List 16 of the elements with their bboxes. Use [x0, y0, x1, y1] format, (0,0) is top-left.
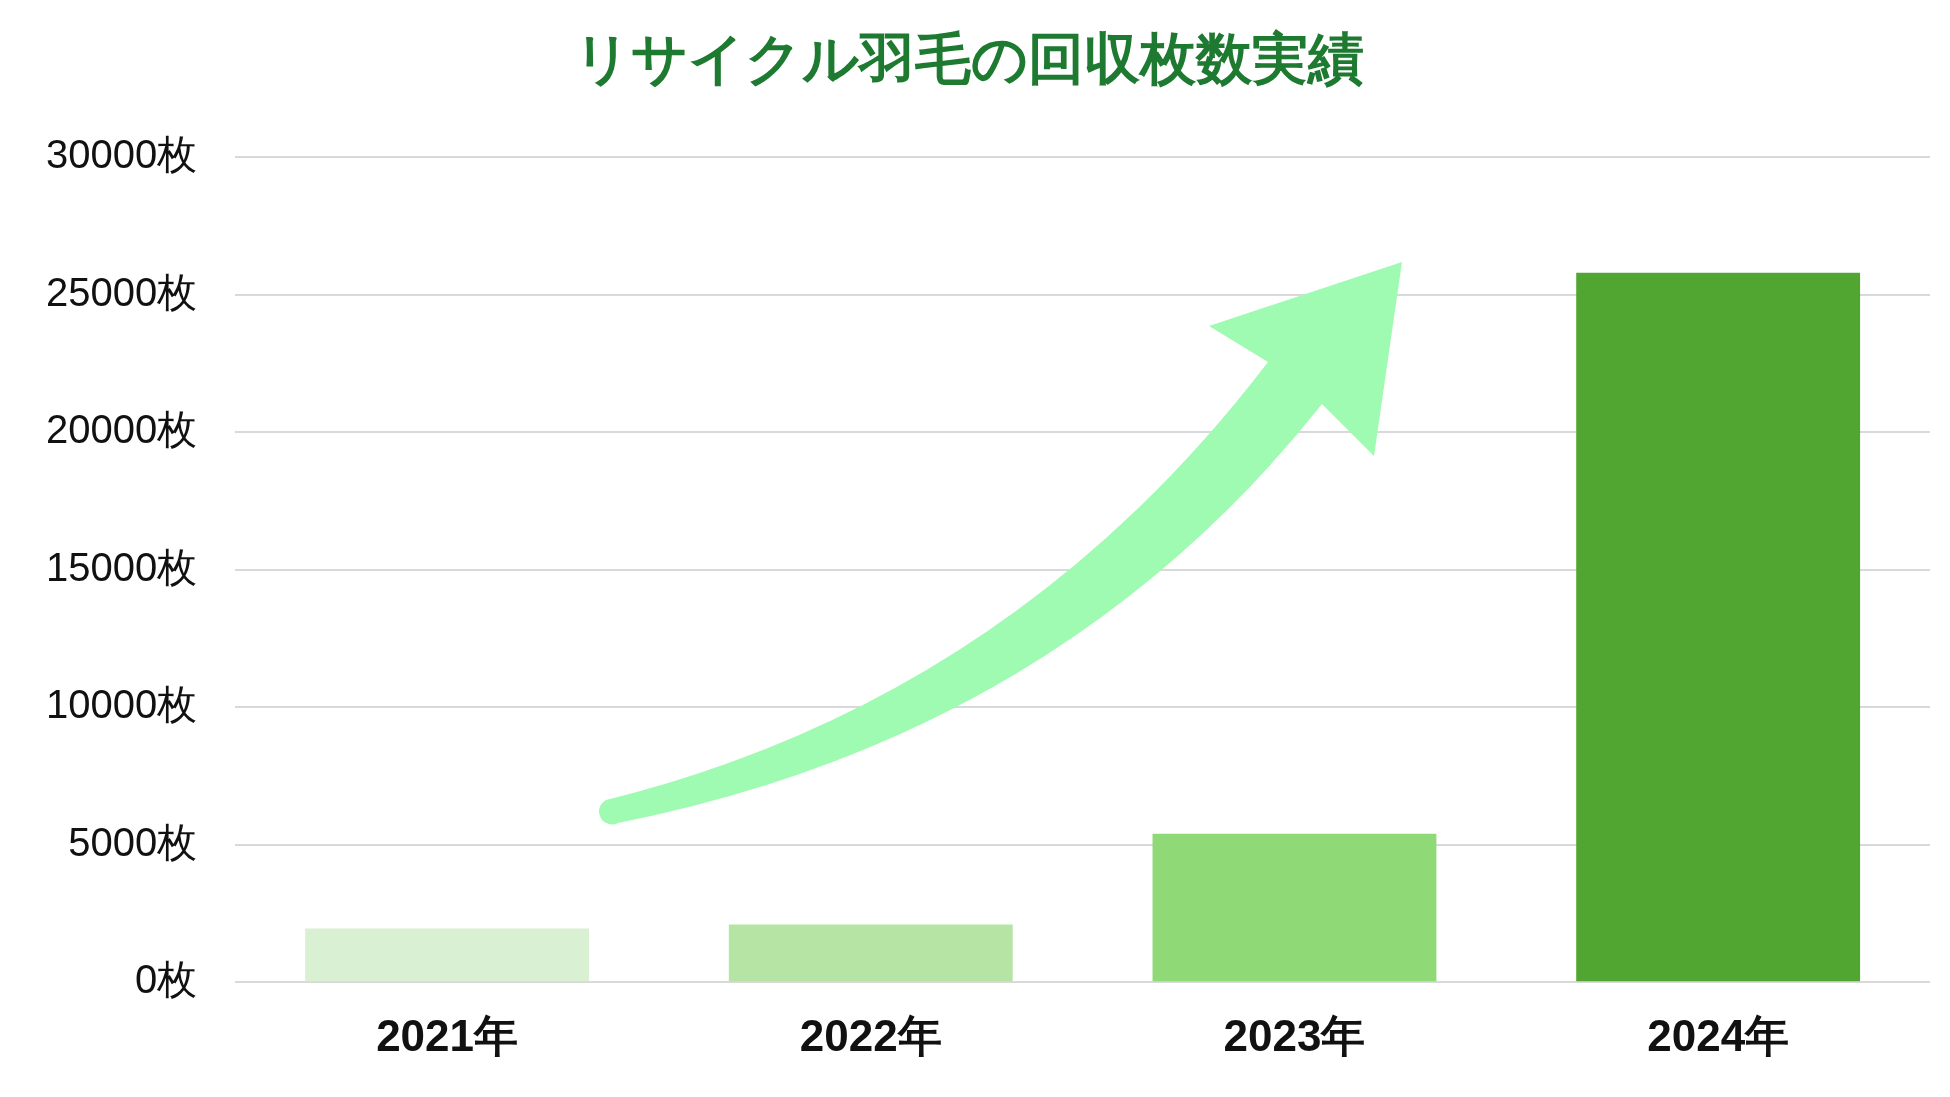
bar: [305, 928, 590, 982]
chart-title: リサイクル羽毛の回収枚数実績: [574, 26, 1364, 92]
x-tick-label: 2023年: [1223, 1010, 1366, 1060]
x-tick-label: 2022年: [799, 1010, 942, 1060]
bar: [1152, 833, 1437, 982]
y-tick-label: 5000枚: [68, 819, 198, 864]
y-tick-label: 30000枚: [46, 132, 198, 177]
y-tick-label: 0枚: [134, 957, 198, 1002]
y-tick-label: 15000枚: [46, 544, 198, 589]
y-tick-label: 25000枚: [46, 269, 198, 314]
bar: [1576, 272, 1861, 982]
x-tick-label: 2024年: [1647, 1010, 1790, 1060]
bar: [728, 924, 1013, 982]
y-tick-label: 10000枚: [46, 682, 198, 727]
y-tick-label: 20000枚: [46, 407, 198, 452]
x-tick-label: 2021年: [376, 1010, 519, 1060]
